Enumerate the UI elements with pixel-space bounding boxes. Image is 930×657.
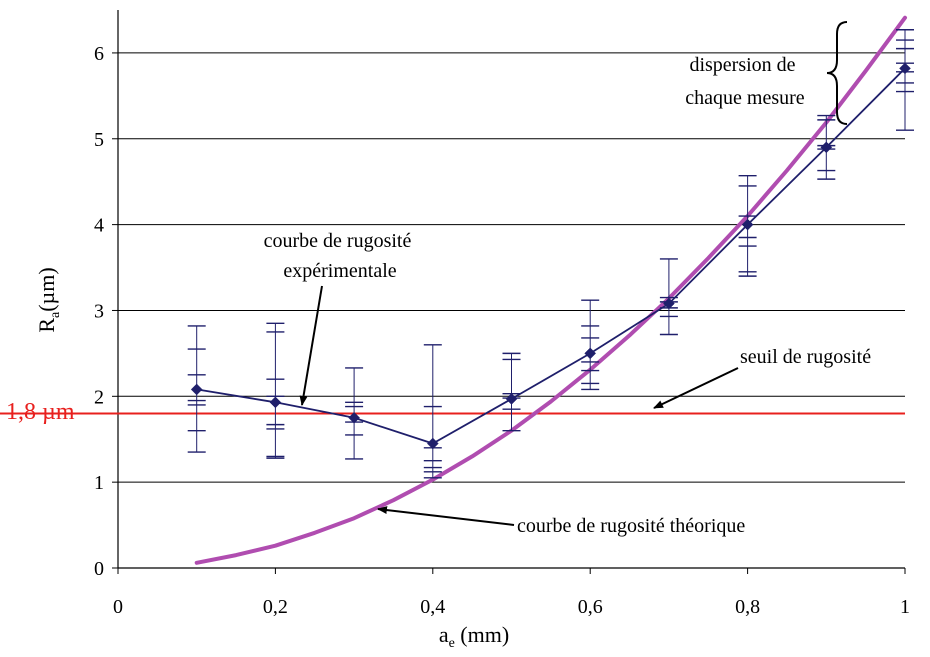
y-tick-label: 4 <box>94 215 104 237</box>
y-tick-label: 0 <box>94 558 104 580</box>
annotation-experimental-line1: courbe de rugosité <box>264 230 412 252</box>
arrow-experimental <box>299 285 323 406</box>
experimental-point <box>426 437 439 450</box>
y-tick-label: 1 <box>94 472 104 494</box>
annotation-experimental: courbe de rugosité expérimentale <box>264 230 417 282</box>
x-tick-label: 0,8 <box>735 596 760 618</box>
experimental-point <box>505 393 518 405</box>
arrow-theoretical <box>377 506 515 526</box>
experimental-point <box>663 297 675 310</box>
threshold-label: 1,8 µm <box>6 399 75 425</box>
experimental-point <box>190 383 203 396</box>
x-tick-labels: 0 0,2 0,4 0,6 0,8 1 <box>113 596 910 618</box>
annotation-experimental-line2: expérimentale <box>283 260 396 282</box>
experimental-point <box>820 141 833 154</box>
y-tick-label: 6 <box>94 43 104 65</box>
annotation-threshold: seuil de rugosité <box>740 346 871 368</box>
y-tick-label: 5 <box>94 129 104 151</box>
experimental-point <box>584 347 597 360</box>
annotation-dispersion-line2: chaque mesure <box>685 87 805 109</box>
arrow-threshold <box>653 367 739 409</box>
x-tick-label: 1 <box>900 596 910 618</box>
error-bars <box>187 29 914 479</box>
annotation-dispersion: dispersion de chaque mesure <box>685 54 805 109</box>
dispersion-brace <box>826 21 848 125</box>
theoretical-line <box>194 15 907 565</box>
x-tick-label: 0 <box>113 596 123 618</box>
y-tick-label: 2 <box>94 386 104 408</box>
x-axis-title-unit: (mm) <box>455 622 509 647</box>
experimental-point <box>899 62 911 75</box>
gridlines <box>118 52 905 483</box>
theoretical-series <box>194 15 907 565</box>
annotation-theoretical: courbe de rugosité théorique <box>517 515 745 537</box>
x-tick-label: 0,4 <box>420 596 445 618</box>
y-axis-title-main: R <box>34 318 59 333</box>
y-tick-labels: 0 1 2 3 4 5 6 <box>94 43 104 580</box>
experimental-series <box>190 62 911 450</box>
x-axis-title-main: a <box>439 622 449 647</box>
y-axis-title-sub: a <box>48 311 63 318</box>
axes <box>112 10 906 574</box>
experimental-line <box>196 67 906 445</box>
x-axis-title: ae (mm) <box>439 622 509 651</box>
y-tick-label: 3 <box>94 300 104 322</box>
x-tick-label: 0,2 <box>263 596 288 618</box>
y-axis-title: Ra(µm) <box>34 267 63 332</box>
experimental-point <box>741 218 754 231</box>
annotation-dispersion-line1: dispersion de <box>689 54 795 76</box>
experimental-point <box>348 411 360 424</box>
x-tick-label: 0,6 <box>578 596 603 618</box>
experimental-point <box>269 396 282 409</box>
y-axis-title-unit: (µm) <box>34 267 59 311</box>
x-axis-title-sub: e <box>449 636 455 651</box>
